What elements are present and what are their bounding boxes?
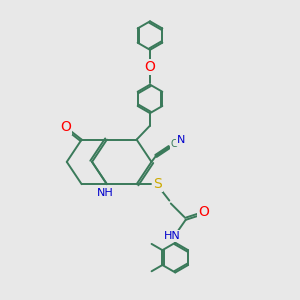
Text: O: O: [145, 60, 155, 74]
Text: O: O: [198, 206, 209, 219]
Text: O: O: [60, 120, 71, 134]
Text: NH: NH: [97, 188, 114, 197]
Text: HN: HN: [164, 231, 181, 241]
Text: S: S: [153, 177, 162, 191]
Text: N: N: [177, 135, 185, 145]
Text: C: C: [170, 139, 177, 149]
